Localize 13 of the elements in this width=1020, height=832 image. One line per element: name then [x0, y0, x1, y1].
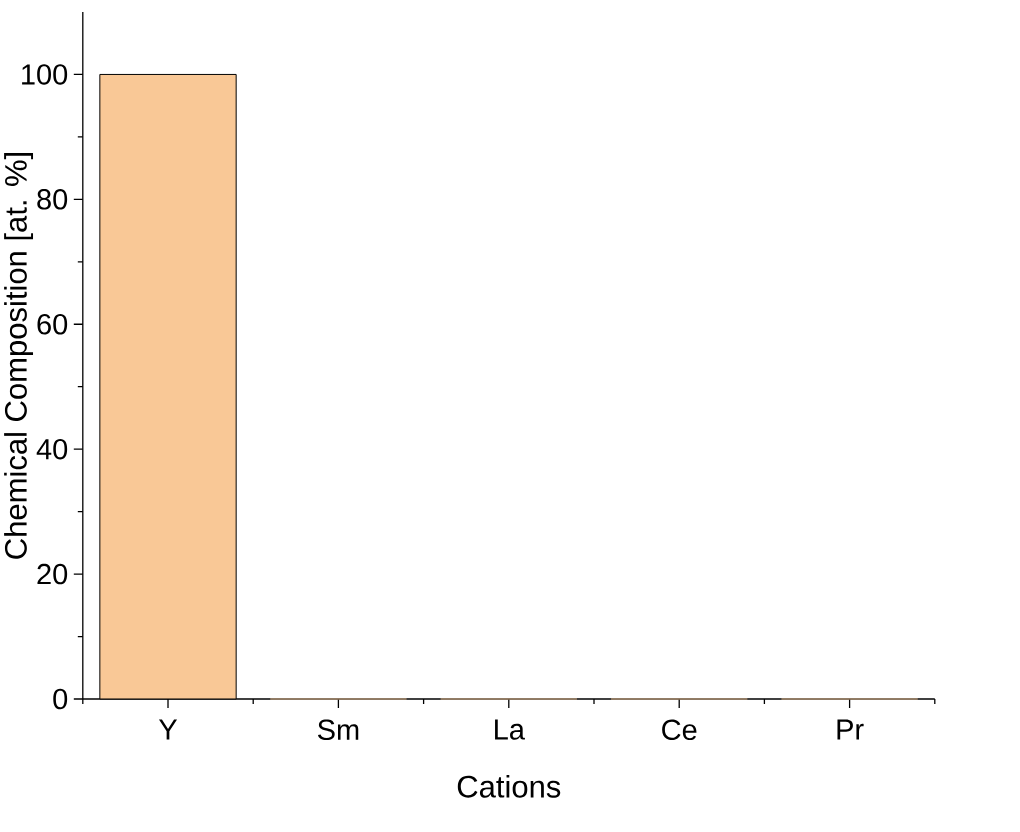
y-tick-label: 0	[53, 688, 68, 710]
x-tick-label: La	[495, 719, 525, 740]
y-axis-title: Chemical Composition [at. %]	[4, 153, 34, 559]
y-tick-label: 20	[37, 563, 68, 585]
x-axis-title: Cations	[457, 774, 561, 798]
x-tick-label: Ce	[662, 719, 697, 741]
x-tick-label: Pr	[837, 719, 864, 740]
y-tick-label: 60	[37, 314, 68, 335]
y-tick-label: 100	[22, 64, 68, 85]
y-tick-label: 80	[37, 189, 68, 210]
y-tick-label: 40	[36, 438, 68, 460]
x-tick-label: Y	[158, 719, 178, 740]
x-tick-label: Sm	[317, 719, 359, 741]
